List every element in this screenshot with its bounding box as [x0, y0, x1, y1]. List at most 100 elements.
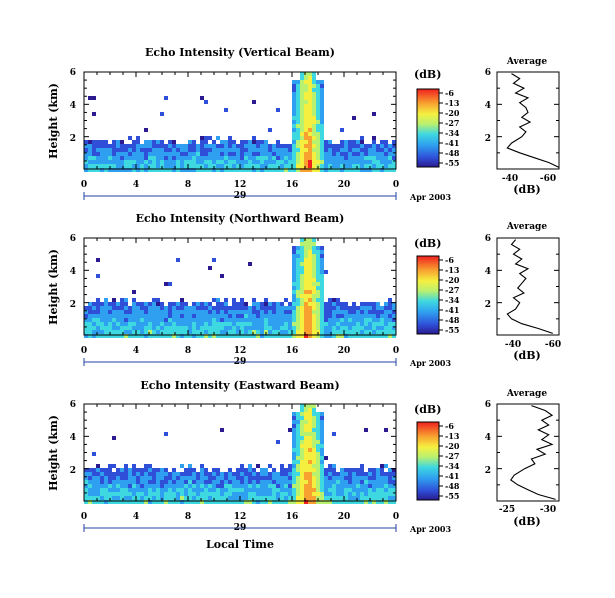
heatmap-cell	[320, 144, 324, 148]
heatmap-cell	[236, 148, 240, 152]
heatmap-cell	[308, 254, 312, 258]
heatmap-cell	[344, 476, 348, 480]
heatmap-cell	[212, 484, 216, 488]
heatmap-cell	[100, 500, 104, 504]
heatmap-cell	[384, 310, 388, 314]
heatmap-cell	[292, 330, 296, 334]
heatmap-cell	[344, 488, 348, 492]
heatmap-cell	[156, 306, 160, 310]
heatmap-cell	[276, 484, 280, 488]
heatmap-cell	[272, 484, 276, 488]
heatmap-cell	[268, 128, 272, 132]
heatmap-cell	[160, 480, 164, 484]
heatmap-cell	[276, 140, 280, 144]
heatmap-cell	[180, 472, 184, 476]
heatmap-cell	[240, 330, 244, 334]
heatmap-cell	[324, 306, 328, 310]
heatmap-cell	[184, 314, 188, 318]
heatmap-cell	[196, 330, 200, 334]
heatmap-cell	[312, 480, 316, 484]
heatmap-cell	[360, 156, 364, 160]
heatmap-cell	[156, 140, 160, 144]
heatmap-cell	[336, 484, 340, 488]
heatmap-cell	[372, 148, 376, 152]
heatmap-cell	[88, 306, 92, 310]
heatmap-cell	[332, 144, 336, 148]
heatmap-cell	[208, 334, 212, 338]
heatmap-cell	[128, 314, 132, 318]
heatmap-cell	[176, 326, 180, 330]
heatmap-cell	[176, 168, 180, 172]
heatmap-cell	[136, 480, 140, 484]
heatmap-cell	[100, 168, 104, 172]
heatmap-cell	[92, 302, 96, 306]
heatmap-cell	[88, 156, 92, 160]
heatmap-cell	[316, 262, 320, 266]
heatmap-cell	[296, 318, 300, 322]
heatmap-cell	[316, 136, 320, 140]
heatmap-cell	[276, 488, 280, 492]
heatmap-cell	[108, 468, 112, 472]
heatmap-cell	[172, 306, 176, 310]
heatmap-cell	[172, 148, 176, 152]
heatmap-cell	[288, 428, 292, 432]
heatmap-cell	[312, 164, 316, 168]
heatmap-cell	[308, 168, 312, 172]
colorbar-tick-label: -13	[445, 265, 460, 275]
heatmap-cell	[388, 156, 392, 160]
heatmap-cell	[360, 496, 364, 500]
average-frame	[496, 403, 560, 502]
heatmap-cell	[368, 318, 372, 322]
heatmap-cell	[268, 148, 272, 152]
heatmap-cell	[344, 468, 348, 472]
heatmap-cell	[300, 322, 304, 326]
heatmap-cell	[204, 468, 208, 472]
heatmap-cell	[176, 306, 180, 310]
colorbar-tick-label: -48	[445, 481, 460, 491]
date-label: 29	[234, 357, 247, 367]
heatmap-cell	[204, 318, 208, 322]
heatmap-cell	[320, 322, 324, 326]
heatmap-cell	[296, 132, 300, 136]
heatmap-cell	[324, 488, 328, 492]
heatmap-cell	[104, 140, 108, 144]
heatmap-cell	[308, 238, 312, 242]
heatmap-cell	[208, 266, 212, 270]
heatmap-cell	[276, 314, 280, 318]
heatmap-cell	[212, 152, 216, 156]
heatmap-cell	[108, 480, 112, 484]
heatmap-cell	[252, 480, 256, 484]
heatmap-cell	[304, 440, 308, 444]
heatmap-cell	[188, 168, 192, 172]
heatmap-cell	[376, 306, 380, 310]
colorbar-tick-label: -48	[445, 148, 460, 158]
heatmap-cell	[384, 152, 388, 156]
heatmap-cell	[304, 270, 308, 274]
heatmap-cell	[164, 148, 168, 152]
heatmap-cell	[268, 168, 272, 172]
heatmap-cell	[264, 140, 268, 144]
heatmap-cell	[356, 322, 360, 326]
heatmap-cell	[292, 488, 296, 492]
heatmap-cell	[196, 488, 200, 492]
heatmap-cell	[144, 326, 148, 330]
heatmap-cell	[296, 432, 300, 436]
heatmap-cell	[388, 488, 392, 492]
heatmap-cell	[316, 92, 320, 96]
heatmap-cell	[356, 314, 360, 318]
heatmap-cell	[292, 448, 296, 452]
heatmap-cell	[348, 140, 352, 144]
heatmap-cell	[132, 476, 136, 480]
heatmap-cell	[328, 468, 332, 472]
heatmap-cell	[252, 472, 256, 476]
heatmap-cell	[380, 140, 384, 144]
heatmap-cell	[296, 480, 300, 484]
heatmap-cell	[284, 310, 288, 314]
heatmap-cell	[368, 476, 372, 480]
colorbar-tick-label: -20	[445, 441, 460, 451]
heatmap-cell	[312, 456, 316, 460]
heatmap-cell	[336, 298, 340, 302]
heatmap-cell	[344, 330, 348, 334]
heatmap-cell	[304, 274, 308, 278]
heatmap-cell	[128, 164, 132, 168]
